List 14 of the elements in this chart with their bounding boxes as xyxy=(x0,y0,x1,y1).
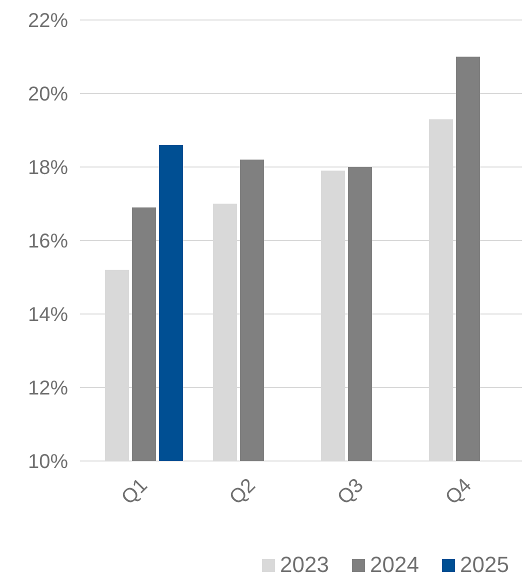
y-tick-label: 18% xyxy=(28,157,68,179)
x-tick-label: Q4 xyxy=(441,474,476,509)
legend-label: 2023 xyxy=(280,552,329,577)
x-tick-label: Q2 xyxy=(225,474,260,509)
x-tick-label: Q1 xyxy=(117,474,152,509)
y-tick-label: 12% xyxy=(28,378,68,400)
y-tick-label: 20% xyxy=(28,84,68,106)
y-tick-label: 10% xyxy=(28,451,68,473)
y-tick-label: 22% xyxy=(28,10,68,32)
x-tick-label: Q3 xyxy=(333,474,368,509)
y-tick-label: 14% xyxy=(28,304,68,326)
legend-label: 2025 xyxy=(460,552,509,577)
legend-label: 2024 xyxy=(370,552,419,577)
y-tick-label: 16% xyxy=(28,230,68,252)
